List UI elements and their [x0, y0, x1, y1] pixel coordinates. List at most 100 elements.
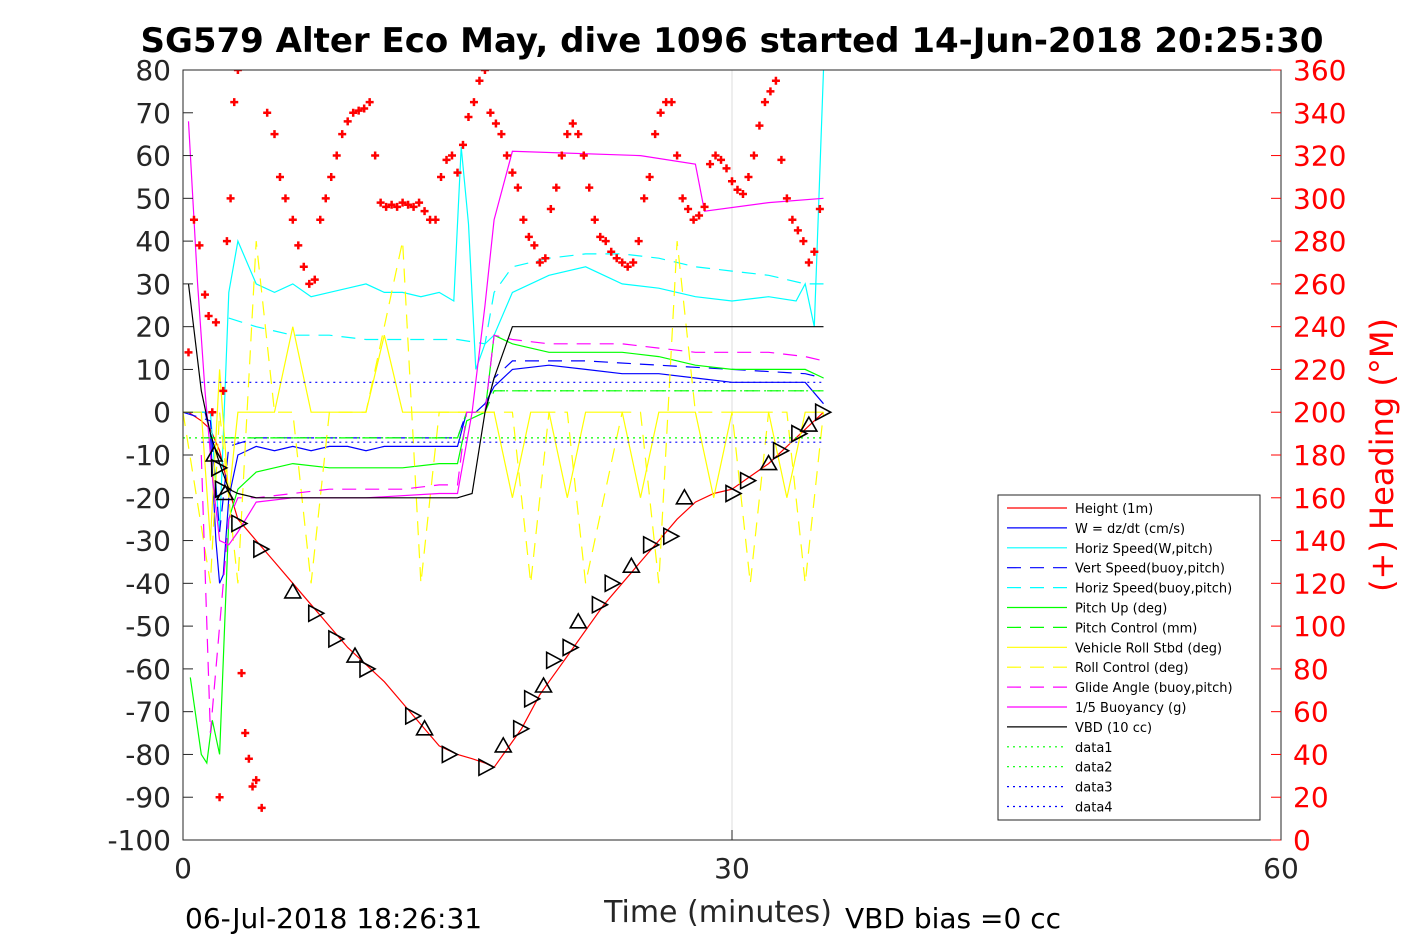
legend-label: 1/5 Buoyancy (g): [1075, 701, 1186, 716]
heading-marker: [431, 215, 440, 224]
legend-label: data3: [1075, 781, 1113, 796]
heading-marker: [230, 98, 239, 107]
depth-triangle-marker: [791, 424, 809, 443]
depth-triangle-marker: [214, 479, 233, 499]
heading-markers: [184, 70, 824, 812]
series-line: [183, 360, 824, 533]
depth-triangle-marker: [231, 514, 249, 533]
heading-marker: [233, 70, 242, 74]
y2-tick-label: 220: [1293, 353, 1346, 386]
y-tick-label: -10: [125, 439, 171, 472]
heading-marker: [563, 130, 572, 139]
heading-marker: [393, 202, 402, 211]
heading-marker: [799, 237, 808, 246]
y-tick-label: 40: [135, 225, 171, 258]
heading-marker: [354, 106, 363, 115]
heading-marker: [244, 754, 253, 763]
heading-marker: [546, 205, 555, 214]
heading-marker: [596, 232, 605, 241]
depth-triangle-marker: [328, 629, 346, 649]
depth-triangle-marker: [591, 595, 610, 615]
heading-marker: [184, 348, 193, 357]
heading-marker: [530, 241, 539, 250]
heading-marker: [491, 119, 500, 128]
heading-marker: [574, 130, 583, 139]
heading-marker: [568, 119, 577, 128]
legend-label: Height (1m): [1075, 502, 1153, 517]
series-line: [183, 240, 825, 584]
y-tick-label: 80: [135, 54, 171, 87]
y2-tick-label: 200: [1293, 396, 1346, 429]
x-tick-label: 0: [174, 852, 192, 885]
y-tick-label: 60: [135, 140, 171, 173]
heading-marker: [382, 202, 391, 211]
y2-tick-label: 40: [1293, 738, 1329, 771]
depth-triangle-marker: [642, 535, 661, 555]
heading-marker: [667, 98, 676, 107]
heading-marker: [294, 241, 303, 250]
right-y-axis-label: (+) Heading (°M): [1363, 318, 1401, 592]
y-tick-label: -70: [125, 696, 171, 729]
depth-triangle-marker: [604, 573, 622, 593]
heading-marker: [365, 98, 374, 107]
heading-marker: [634, 237, 643, 246]
depth-triangle-marker: [512, 719, 531, 739]
depth-triangle-marker: [621, 556, 641, 574]
left-y-axis: -100-90-80-70-60-50-40-30-20-10010203040…: [107, 54, 193, 857]
legend-box: [997, 494, 1261, 821]
heading-marker: [332, 151, 341, 160]
depth-triangle-marker: [662, 526, 681, 546]
heading-marker: [612, 254, 621, 263]
depth-triangle-marker: [523, 689, 542, 709]
heading-marker: [299, 262, 308, 271]
y2-tick-label: 160: [1293, 482, 1346, 515]
legend-label: VBD (10 cc): [1075, 721, 1152, 736]
heading-marker: [415, 198, 424, 207]
y2-tick-label: 140: [1293, 525, 1346, 558]
heading-marker: [437, 172, 446, 181]
heading-marker: [623, 262, 632, 271]
heading-marker: [557, 151, 566, 160]
legend-label: Roll Control (deg): [1075, 661, 1189, 676]
series-line: [189, 334, 824, 765]
heading-marker: [222, 237, 231, 246]
chart-title: SG579 Alter Eco May, dive 1096 started 1…: [140, 21, 1323, 61]
heading-marker: [782, 194, 791, 203]
heading-marker: [376, 198, 385, 207]
heading-marker: [508, 168, 517, 177]
y-tick-label: -20: [125, 482, 171, 515]
heading-marker: [717, 155, 726, 164]
heading-marker: [689, 215, 698, 224]
heading-marker: [590, 215, 599, 224]
legend-label: data2: [1075, 761, 1113, 776]
heading-marker: [226, 194, 235, 203]
series-line: [200, 334, 824, 734]
heading-marker: [618, 258, 627, 267]
heading-marker: [327, 172, 336, 181]
footer-date: 06-Jul-2018 18:26:31: [185, 902, 482, 935]
heading-marker: [728, 177, 736, 186]
depth-triangle-marker: [534, 676, 553, 693]
heading-marker: [387, 200, 396, 209]
heading-marker: [535, 258, 544, 267]
heading-marker: [200, 290, 209, 299]
y2-tick-label: 320: [1293, 140, 1346, 173]
heading-marker: [695, 211, 704, 220]
heading-marker: [760, 98, 769, 107]
heading-marker: [453, 168, 462, 177]
series-line: [187, 283, 824, 499]
depth-triangle-marker: [799, 415, 819, 432]
heading-marker: [263, 108, 272, 117]
heading-marker: [755, 121, 764, 130]
y2-tick-label: 240: [1293, 311, 1346, 344]
heading-marker: [629, 258, 638, 267]
depth-triangle-marker: [215, 483, 235, 501]
x-axis: 0 30 60: [174, 830, 1299, 885]
legend: Height (1m) W = dz/dt (cm/s) Horiz Speed(W…: [997, 494, 1261, 821]
heading-marker: [738, 190, 747, 199]
heading-marker: [360, 104, 369, 113]
heading-marker: [305, 279, 314, 288]
depth-triangle-marker: [253, 539, 271, 559]
legend-label: Vert Speed(buoy,pitch): [1075, 562, 1225, 577]
